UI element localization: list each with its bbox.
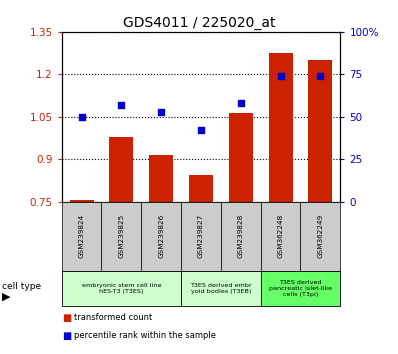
Text: embryonic stem cell line
hES-T3 (T3ES): embryonic stem cell line hES-T3 (T3ES)	[82, 283, 161, 294]
Text: GSM362249: GSM362249	[317, 214, 324, 258]
Bar	[189, 175, 213, 202]
Point	[78, 114, 85, 120]
Text: GSM362248: GSM362248	[277, 214, 284, 258]
Point	[118, 102, 125, 108]
Text: T3ES derived
pancreatic islet-like
cells (T3pi): T3ES derived pancreatic islet-like cells…	[269, 280, 332, 297]
Text: transformed count: transformed count	[74, 313, 152, 322]
Point	[198, 127, 204, 133]
Point	[158, 109, 164, 115]
Text: GSM239828: GSM239828	[238, 214, 244, 258]
Bar	[269, 53, 293, 202]
Bar	[308, 60, 332, 202]
Text: GSM239827: GSM239827	[198, 214, 204, 258]
Text: cell type: cell type	[2, 282, 41, 291]
Point	[277, 73, 284, 79]
Bar	[109, 137, 133, 202]
Point	[317, 73, 324, 79]
Text: percentile rank within the sample: percentile rank within the sample	[74, 331, 216, 341]
Text: GSM239825: GSM239825	[118, 214, 125, 258]
Text: ■: ■	[62, 331, 71, 341]
Text: ■: ■	[62, 313, 71, 322]
Point	[238, 101, 244, 106]
Text: T3ES derived embr
yoid bodies (T3EB): T3ES derived embr yoid bodies (T3EB)	[190, 283, 252, 294]
Bar	[149, 155, 173, 202]
Text: GSM239826: GSM239826	[158, 214, 164, 258]
Text: GSM239824: GSM239824	[78, 214, 85, 258]
Text: GDS4011 / 225020_at: GDS4011 / 225020_at	[123, 16, 275, 30]
Bar	[70, 200, 94, 202]
Text: ▶: ▶	[2, 291, 10, 301]
Bar	[229, 113, 253, 202]
